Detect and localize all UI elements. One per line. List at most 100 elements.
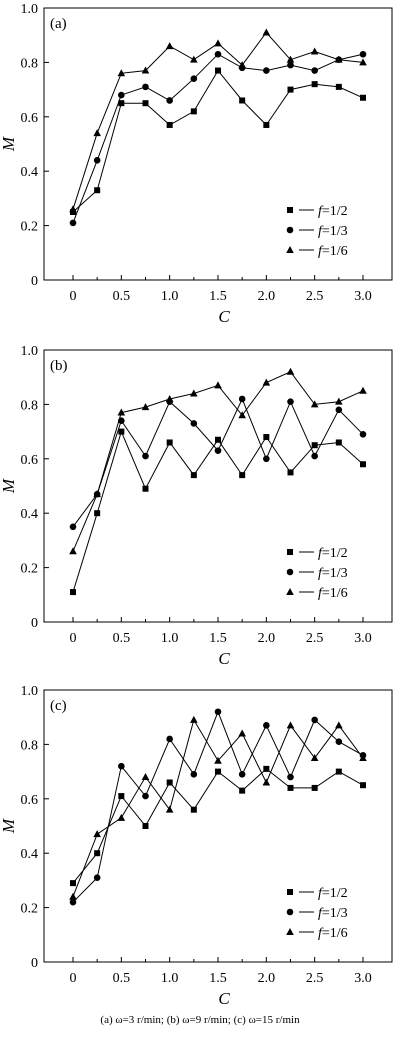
data-point xyxy=(287,469,294,476)
panel-label: (a) xyxy=(50,16,67,32)
x-tick-label: 0 xyxy=(70,971,77,986)
x-axis-label: C xyxy=(218,649,230,668)
data-point xyxy=(287,61,294,69)
series-line-2 xyxy=(72,53,364,224)
y-tick-label: 0.8 xyxy=(21,398,39,413)
data-point xyxy=(214,447,222,454)
y-axis-label: M xyxy=(0,818,18,834)
data-point xyxy=(118,793,125,800)
x-tick-label: 1.0 xyxy=(161,289,179,304)
x-axis-label: C xyxy=(218,307,230,326)
chart-panel-1: 0 0.2 0.4 0.6 0.8 1.0 0 0.5 1.0 1.5 2.0 2.5 3.0 C M (a)… xyxy=(0,2,393,326)
x-tick-label: 1.0 xyxy=(161,971,179,986)
x-tick-label: 0.5 xyxy=(113,971,131,986)
legend-marker xyxy=(286,568,294,576)
data-point xyxy=(69,205,77,213)
data-point xyxy=(190,472,197,479)
legend-label: f=1/3 xyxy=(318,566,348,581)
x-tick-label: 1.0 xyxy=(161,631,179,646)
y-tick-label: 0.2 xyxy=(21,902,39,917)
x-tick-label: 2.0 xyxy=(258,971,276,986)
figure-caption: (a) ω=3 r/min; (b) ω=9 r/min; (c) ω=15 r… xyxy=(100,1014,300,1026)
data-point xyxy=(238,729,246,737)
data-point xyxy=(286,721,295,729)
y-tick-label: 0 xyxy=(31,274,38,289)
x-tick-label: 1.5 xyxy=(209,289,227,304)
data-point xyxy=(238,411,246,419)
data-point xyxy=(238,395,246,403)
data-point xyxy=(141,773,150,781)
data-point xyxy=(286,55,295,63)
x-tick-label: 3.0 xyxy=(354,631,372,646)
data-point xyxy=(239,787,246,794)
data-point xyxy=(190,108,197,115)
data-point xyxy=(311,784,318,791)
data-point xyxy=(117,813,126,821)
data-point xyxy=(311,442,318,449)
data-point xyxy=(262,28,271,36)
data-point xyxy=(238,61,246,69)
data-point xyxy=(287,86,294,93)
data-point xyxy=(287,398,294,405)
data-point xyxy=(215,67,221,74)
legend-marker xyxy=(286,908,294,916)
data-point xyxy=(70,880,76,887)
data-point xyxy=(190,806,197,813)
data-point xyxy=(142,792,149,800)
data-point xyxy=(360,461,366,468)
chart-panel-2: 0 0.2 0.4 0.6 0.8 1.0 0 0.5 1.0 1.5 2.0 2.5 3.0 C M (b)… xyxy=(0,344,393,668)
y-tick-label: 0.4 xyxy=(21,507,39,522)
x-tick-label: 0.5 xyxy=(113,631,131,646)
data-point xyxy=(142,452,149,460)
y-axis-label: M xyxy=(0,136,18,152)
data-point xyxy=(263,455,270,463)
y-axis-label: M xyxy=(0,478,18,494)
data-point xyxy=(190,55,198,63)
data-point xyxy=(335,738,343,745)
data-point xyxy=(311,67,318,74)
data-point xyxy=(360,782,366,789)
y-tick-label: 0.2 xyxy=(21,220,39,235)
data-point xyxy=(190,389,198,397)
legend-label: f=1/2 xyxy=(318,886,348,901)
data-point xyxy=(142,485,149,492)
data-point xyxy=(117,408,126,416)
data-point xyxy=(359,754,367,761)
data-point xyxy=(263,722,270,729)
data-point xyxy=(166,121,173,128)
data-point xyxy=(263,121,270,128)
data-point xyxy=(166,439,173,446)
data-point xyxy=(263,765,270,772)
series-line-2 xyxy=(72,397,364,528)
data-point xyxy=(141,66,150,74)
data-point xyxy=(190,771,198,778)
legend-label: f=1/2 xyxy=(318,546,348,561)
data-point xyxy=(311,452,318,460)
data-point xyxy=(287,773,294,781)
series-line-3 xyxy=(72,371,364,552)
data-point xyxy=(93,874,101,881)
series-line-1 xyxy=(72,768,364,884)
data-point xyxy=(214,756,222,764)
data-point xyxy=(94,850,101,857)
y-tick-label: 0 xyxy=(31,956,38,971)
data-point xyxy=(142,823,149,829)
x-tick-label: 2.0 xyxy=(258,631,276,646)
data-point xyxy=(214,381,222,389)
y-tick-label: 0.6 xyxy=(21,793,39,808)
data-point xyxy=(335,721,343,729)
data-point xyxy=(335,768,342,775)
data-point xyxy=(118,100,125,107)
x-axis-label: C xyxy=(218,989,230,1008)
data-point xyxy=(190,75,198,83)
data-point xyxy=(190,420,198,427)
legend-label: f=1/2 xyxy=(318,204,348,219)
y-tick-label: 0 xyxy=(31,616,38,631)
x-tick-label: 0 xyxy=(70,289,77,304)
legend-label: f=1/6 xyxy=(318,586,348,601)
data-point xyxy=(93,157,101,164)
y-tick-label: 0.8 xyxy=(21,56,39,71)
data-point xyxy=(239,472,246,479)
legend-label: f=1/6 xyxy=(318,926,348,941)
